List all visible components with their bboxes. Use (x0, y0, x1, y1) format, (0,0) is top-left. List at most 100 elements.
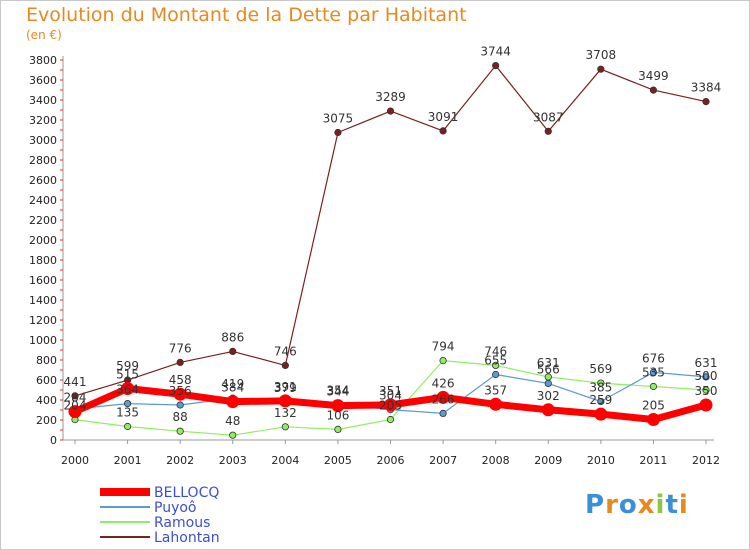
data-point (594, 407, 608, 421)
data-point (649, 368, 658, 376)
data-point (123, 399, 132, 408)
y-tick-label: 1800 (29, 254, 57, 267)
data-label: 204 (64, 399, 87, 413)
y-tick-label: 1200 (29, 314, 57, 327)
data-label: 419 (221, 377, 244, 391)
legend-item-puyoô: Puyoô (100, 500, 197, 516)
series-lahontan (71, 61, 710, 400)
data-label: 379 (274, 381, 297, 395)
data-point (439, 409, 447, 417)
x-tick-label: 2003 (219, 454, 247, 467)
x-tick-label: 2002 (166, 454, 194, 467)
data-label: 48 (225, 414, 240, 428)
data-label: 357 (484, 383, 507, 397)
data-point (699, 398, 713, 412)
proxiti-logo: Proxiti (585, 490, 689, 520)
data-point (492, 370, 500, 379)
data-point (649, 86, 658, 94)
data-label: 88 (173, 410, 188, 424)
series-bellocq (68, 382, 713, 426)
data-point (173, 387, 187, 401)
data-label: 385 (589, 381, 612, 395)
y-tick-label: 2400 (29, 194, 57, 207)
data-point (176, 358, 184, 366)
data-point (281, 423, 289, 431)
data-point (436, 390, 450, 404)
y-tick-label: 2800 (29, 154, 57, 167)
data-point (71, 392, 79, 400)
data-point (544, 379, 552, 387)
y-tick-label: 3400 (29, 94, 57, 107)
data-point (649, 382, 658, 391)
logo-letter: x (637, 490, 656, 520)
y-tick-label: 1000 (29, 334, 57, 347)
data-label: 676 (642, 351, 665, 365)
data-label: 746 (274, 344, 297, 358)
data-label: 304 (379, 389, 402, 403)
data-label: 266 (432, 392, 455, 406)
data-point (229, 431, 237, 439)
data-label: 205 (379, 399, 402, 413)
x-tick-label: 2007 (429, 454, 457, 467)
data-labels-layer: 441 599 776 886 746 3075 3289 3091 3744 3087 3708 3… (64, 45, 722, 429)
y-tick-label: 3000 (29, 134, 57, 147)
y-tick-label: 600 (36, 374, 57, 387)
data-label: 259 (589, 393, 612, 407)
data-label: 886 (221, 330, 244, 344)
logo-letter: r (605, 490, 619, 520)
logo-letter: o (618, 490, 638, 520)
data-label: 3091 (428, 110, 459, 124)
data-label: 794 (432, 340, 455, 354)
y-tick-label: 200 (36, 414, 57, 427)
data-point (331, 399, 345, 413)
logo-letter: t (665, 490, 679, 520)
data-label: 631 (695, 356, 718, 370)
legend-label: BELLOCQ (154, 485, 219, 501)
x-tick-label: 2005 (324, 454, 352, 467)
x-tick-label: 2011 (639, 454, 667, 467)
data-point (384, 398, 397, 412)
data-point (702, 98, 710, 106)
y-tick-label: 400 (36, 394, 57, 407)
legend-item-lahontan: Lahontan (100, 530, 220, 546)
data-label: 776 (169, 341, 192, 355)
x-tick-label: 2004 (271, 454, 299, 467)
data-point (281, 361, 289, 369)
data-point (386, 415, 395, 424)
data-label: 106 (326, 408, 349, 422)
x-tick-label: 2010 (587, 454, 615, 467)
data-label: 354 (326, 384, 349, 398)
x-tick-label: 2012 (692, 454, 720, 467)
y-tick-label: 3800 (29, 54, 57, 67)
data-point (597, 379, 605, 387)
data-label: 135 (116, 406, 139, 420)
data-point (541, 403, 555, 417)
y-tick-label: 2000 (29, 234, 57, 247)
x-tick-label: 2001 (114, 454, 142, 467)
data-label: 655 (484, 354, 507, 368)
data-label: 356 (169, 384, 192, 398)
legend-item-bellocq: BELLOCQ (100, 485, 219, 501)
data-label: 3289 (375, 90, 406, 104)
data-label: 205 (642, 399, 665, 413)
data-point (492, 61, 500, 70)
data-label: 391 (274, 380, 297, 394)
data-label: 569 (589, 362, 612, 376)
legend-label: Ramous (154, 515, 210, 531)
data-point (439, 356, 447, 365)
legend-item-ramous: Ramous (100, 515, 210, 531)
data-point (226, 395, 240, 409)
data-point (176, 401, 184, 409)
data-point (544, 127, 552, 135)
data-label: 384 (221, 381, 244, 395)
data-label: 364 (116, 383, 139, 397)
legend-label: Lahontan (154, 530, 220, 546)
y-tick-label: 0 (50, 434, 57, 447)
data-point (123, 422, 132, 431)
logo-letter: i (655, 490, 666, 520)
x-tick-label: 2008 (482, 454, 510, 467)
data-point (597, 397, 605, 406)
data-point (439, 127, 447, 135)
